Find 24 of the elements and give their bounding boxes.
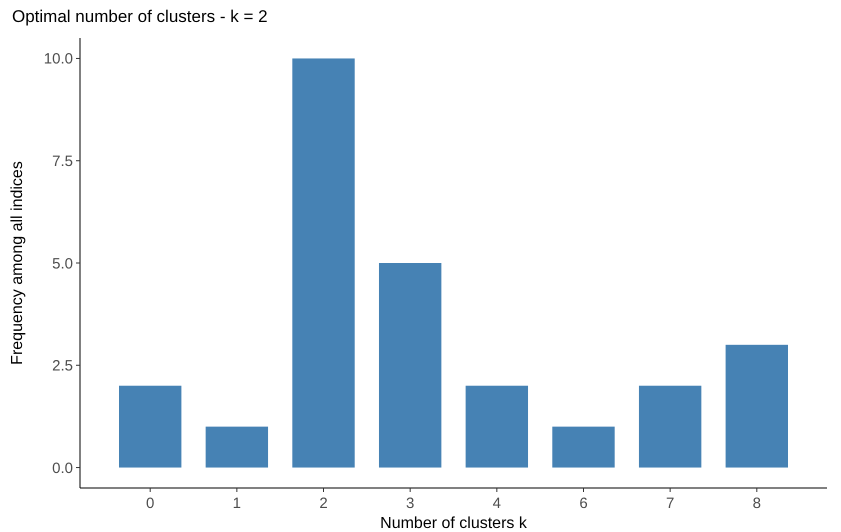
y-axis-title: Frequency among all indices [9,161,26,365]
chart-title: Optimal number of clusters - k = 2 [12,7,268,26]
y-tick-label: 5.0 [52,255,73,272]
bar [206,426,268,468]
x-tick-label: 7 [666,495,674,512]
bar [638,386,702,468]
x-tick-label: 2 [319,495,328,512]
y-tick-label: 7.5 [52,152,73,170]
bar [726,344,788,468]
x-axis-title: Number of clusters k [380,515,528,532]
y-tick-label: 0.0 [52,460,73,477]
x-tick-label: 6 [579,495,588,512]
y-tick-label: 2.5 [52,358,73,375]
bar [292,58,355,468]
bar [466,386,528,468]
x-tick-label: 4 [492,495,501,512]
bar [118,386,182,468]
bar [378,263,442,468]
x-tick-label: 0 [146,495,154,512]
x-tick-label: 3 [406,495,414,512]
y-tick-label: 10.0 [44,50,73,68]
bar [552,426,615,468]
x-tick-label: 8 [752,495,761,512]
x-tick-label: 1 [232,495,242,512]
